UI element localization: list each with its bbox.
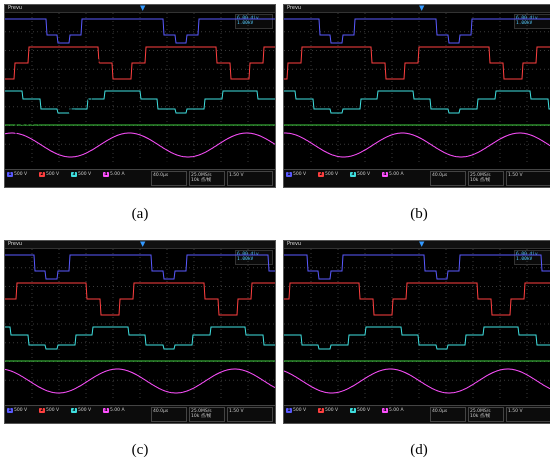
measure-kv: 1.00kV xyxy=(516,21,533,26)
timebase-box[interactable]: 40.0µs xyxy=(430,407,466,422)
ilr-trace xyxy=(284,132,550,158)
va-trace xyxy=(284,254,550,280)
vb-trace xyxy=(284,46,550,80)
sample-box: 25.0MS/s 10k 点/帧 xyxy=(468,171,504,186)
va-trace xyxy=(5,18,275,44)
trigger-position-icon: ▼ xyxy=(140,4,146,12)
ch2-readout[interactable]: 2 500 V xyxy=(39,408,60,413)
ch4-readout[interactable]: 4 5.00 A xyxy=(382,408,404,413)
ch3-readout[interactable]: 3 500 V xyxy=(71,408,92,413)
scope-status-bar: 1 500 V 2 500 V 3 500 V 4 5.00 A 40.0µs 25.0… xyxy=(5,169,275,187)
ch3-readout[interactable]: 3 500 V xyxy=(350,172,371,177)
trigger-position-icon: ▼ xyxy=(419,4,425,12)
scope-top-bar: Prevu ▼ xyxy=(284,5,550,13)
waveform-display xyxy=(284,13,550,163)
trigger-box[interactable]: 1.50 V xyxy=(506,171,550,186)
sample-box: 25.0MS/s 10k 点/帧 xyxy=(189,171,225,186)
ilr-trace xyxy=(5,368,275,394)
vab-trace xyxy=(5,90,275,114)
ch2-readout[interactable]: 2 500 V xyxy=(318,172,339,177)
measure-kv: 1.00kV xyxy=(237,21,254,26)
ch4-readout[interactable]: 4 5.00 A xyxy=(103,172,125,177)
scope-top-bar: Prevu ▼ xyxy=(284,241,550,249)
measure-kv: 1.00kV xyxy=(516,257,533,262)
scale-500v-1: 500V xyxy=(113,30,136,41)
trigger-box[interactable]: 1.50 V xyxy=(227,171,273,186)
trigger-box[interactable]: 1.50 V xyxy=(227,407,273,422)
run-status: Prevu xyxy=(8,241,23,247)
ilr-trace xyxy=(5,132,275,158)
label-vb: VB xyxy=(86,50,100,68)
timebase-box[interactable]: 40.0µs xyxy=(430,171,466,186)
scale-1kv: 1kV xyxy=(76,96,94,107)
waveform-display xyxy=(5,249,275,399)
caption-c: (c) xyxy=(131,442,149,458)
sample-box: 25.0MS/s 10k 点/帧 xyxy=(189,407,225,422)
timebase-box[interactable]: 40.0µs xyxy=(151,407,187,422)
scale-40us: 40µs xyxy=(145,147,165,158)
ch1-readout[interactable]: 1 500 V xyxy=(286,408,307,413)
vab-trace xyxy=(284,90,550,114)
caption-b: (b) xyxy=(410,206,428,222)
vab-trace xyxy=(284,326,550,350)
ch4-readout[interactable]: 4 5.00 A xyxy=(382,172,404,177)
scope-top-bar: Prevu ▼ xyxy=(5,5,275,13)
label-vab: VAB xyxy=(48,82,68,100)
run-status: Prevu xyxy=(8,5,23,11)
vb-trace xyxy=(5,46,275,80)
ch1-readout[interactable]: 1 500 V xyxy=(7,172,28,177)
caption-a: (a) xyxy=(131,206,149,222)
vab-trace xyxy=(5,326,275,350)
ch1-readout[interactable]: 1 500 V xyxy=(7,408,28,413)
scale-5a: 5A xyxy=(20,145,33,156)
vb-trace xyxy=(5,282,275,316)
scope-top-bar: Prevu ▼ xyxy=(5,241,275,249)
measure-kv: 1.00kV xyxy=(237,257,254,262)
vb-trace xyxy=(284,282,550,316)
trigger-box[interactable]: 1.50 V xyxy=(506,407,550,422)
ch3-readout[interactable]: 3 500 V xyxy=(350,408,371,413)
ch2-readout[interactable]: 2 500 V xyxy=(318,408,339,413)
scope-status-bar: 1 500 V 2 500 V 3 500 V 4 5.00 A 40.0µs 25.0… xyxy=(5,405,275,423)
scope-status-bar: 1 500 V 2 500 V 3 500 V 4 5.00 A 40.0µs 25.0… xyxy=(284,169,550,187)
scope-status-bar: 1 500 V 2 500 V 3 500 V 4 5.00 A 40.0µs 25.0… xyxy=(284,405,550,423)
scale-500v-3: 500V xyxy=(20,117,43,128)
ch4-readout[interactable]: 4 5.00 A xyxy=(103,408,125,413)
caption-d: (d) xyxy=(410,442,428,458)
label-ilr: ILr xyxy=(62,130,75,148)
waveform-display xyxy=(5,13,275,163)
scale-500v-2: 500V xyxy=(176,62,199,73)
sample-box: 25.0MS/s 10k 点/帧 xyxy=(468,407,504,422)
label-vo: VO xyxy=(141,101,156,119)
timebase-box[interactable]: 40.0µs xyxy=(151,171,187,186)
ch2-readout[interactable]: 2 500 V xyxy=(39,172,60,177)
va-trace xyxy=(5,254,275,280)
label-va: VA xyxy=(52,18,66,36)
ilr-trace xyxy=(284,368,550,394)
trigger-position-icon: ▼ xyxy=(419,240,425,248)
waveform-display xyxy=(284,249,550,399)
run-status: Prevu xyxy=(287,5,302,11)
trigger-position-icon: ▼ xyxy=(140,240,146,248)
va-trace xyxy=(284,18,550,44)
ch3-readout[interactable]: 3 500 V xyxy=(71,172,92,177)
ch1-readout[interactable]: 1 500 V xyxy=(286,172,307,177)
run-status: Prevu xyxy=(287,241,302,247)
